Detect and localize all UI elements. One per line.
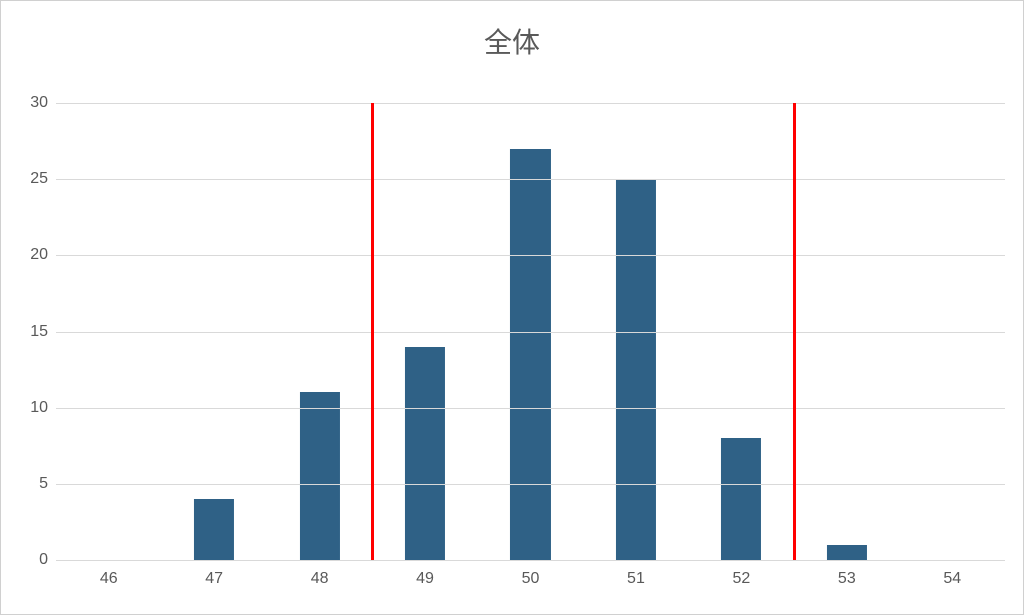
y-axis-label: 10: [18, 399, 48, 417]
bar: [827, 545, 867, 560]
x-axis-label: 52: [732, 570, 750, 588]
reference-line: [793, 103, 796, 560]
bar: [194, 499, 234, 560]
grid-line: [56, 484, 1005, 485]
x-axis-label: 46: [100, 570, 118, 588]
x-axis-label: 53: [838, 570, 856, 588]
bar: [721, 438, 761, 560]
grid-line: [56, 103, 1005, 104]
plot-area: 464748495051525354 051015202530: [56, 103, 1005, 560]
y-axis-label: 20: [18, 246, 48, 264]
grid-line: [56, 560, 1005, 561]
bar: [405, 347, 445, 560]
x-axis-label: 54: [943, 570, 961, 588]
x-axis-label: 51: [627, 570, 645, 588]
y-axis-label: 15: [18, 323, 48, 341]
x-axis-label: 47: [205, 570, 223, 588]
x-axis-label: 50: [522, 570, 540, 588]
y-axis-label: 5: [18, 475, 48, 493]
bar: [300, 392, 340, 560]
reference-line: [371, 103, 374, 560]
grid-line: [56, 255, 1005, 256]
x-axis-label: 48: [311, 570, 329, 588]
chart-title: 全体: [1, 1, 1023, 71]
x-axis-label: 49: [416, 570, 434, 588]
y-axis-label: 25: [18, 170, 48, 188]
grid-line: [56, 179, 1005, 180]
bar: [616, 179, 656, 560]
grid-line: [56, 408, 1005, 409]
y-axis-label: 30: [18, 94, 48, 112]
y-axis-label: 0: [18, 551, 48, 569]
grid-line: [56, 332, 1005, 333]
bar: [510, 149, 550, 560]
chart-container: 全体 464748495051525354 051015202530: [0, 0, 1024, 615]
